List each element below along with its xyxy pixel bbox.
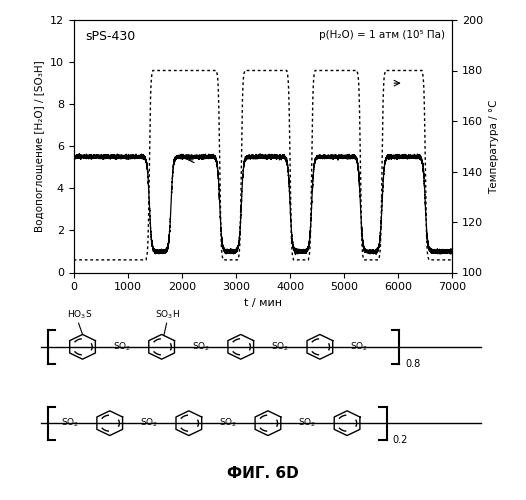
Text: p(H₂O) = 1 атм (10⁵ Па): p(H₂O) = 1 атм (10⁵ Па) xyxy=(319,30,445,40)
X-axis label: t / мин: t / мин xyxy=(244,298,282,308)
Text: SO$_2$: SO$_2$ xyxy=(350,340,369,353)
Text: sPS-430: sPS-430 xyxy=(85,30,135,43)
Text: 0.2: 0.2 xyxy=(392,434,408,444)
Text: ФИГ. 6D: ФИГ. 6D xyxy=(227,466,299,481)
Text: SO$_2$: SO$_2$ xyxy=(61,417,79,430)
Text: SO$_2$: SO$_2$ xyxy=(271,340,289,353)
Text: HO$_3$S: HO$_3$S xyxy=(67,308,93,320)
Text: SO$_2$: SO$_2$ xyxy=(219,417,238,430)
Text: SO$_2$: SO$_2$ xyxy=(298,417,317,430)
Text: SO$_3$H: SO$_3$H xyxy=(155,308,180,320)
Text: SO$_2$: SO$_2$ xyxy=(192,340,210,353)
Y-axis label: Водопоглощение [H₂O] / [SO₃H]: Водопоглощение [H₂O] / [SO₃H] xyxy=(34,60,44,232)
Y-axis label: Температура / °C: Температура / °C xyxy=(489,99,499,194)
Text: 0.8: 0.8 xyxy=(406,359,421,369)
Text: SO$_2$: SO$_2$ xyxy=(140,417,158,430)
Text: SO$_2$: SO$_2$ xyxy=(113,340,131,353)
